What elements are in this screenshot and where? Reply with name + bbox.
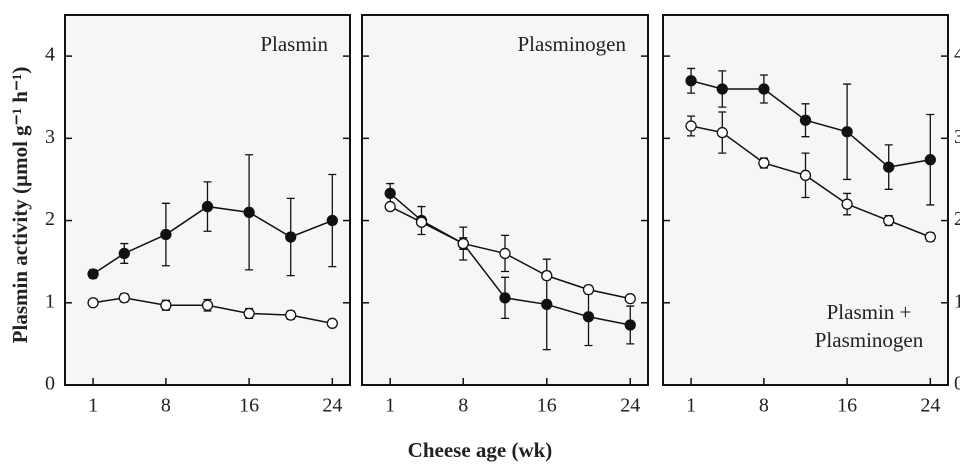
panel: [662, 14, 949, 386]
marker: [87, 268, 99, 280]
y-axis-label: Plasmin activity (µmol g⁻¹ h⁻¹): [8, 67, 32, 344]
x-tick-label: 8: [759, 395, 769, 417]
y-tick-label: 2: [954, 208, 960, 230]
marker: [87, 297, 99, 309]
y-tick-label: 1: [45, 290, 55, 312]
marker: [326, 214, 338, 227]
marker: [201, 200, 214, 213]
marker: [285, 231, 297, 243]
marker: [499, 292, 511, 304]
x-tick-label: 24: [620, 395, 640, 417]
marker: [384, 200, 396, 213]
marker: [415, 216, 428, 228]
y-tick-label: 2: [45, 208, 55, 230]
y-tick-label: 3: [45, 126, 55, 148]
marker: [326, 317, 338, 329]
marker: [799, 114, 812, 126]
marker: [758, 157, 770, 169]
marker: [201, 299, 214, 311]
marker: [716, 83, 728, 95]
marker: [841, 198, 853, 210]
marker: [384, 187, 396, 200]
marker: [582, 283, 595, 296]
marker: [883, 161, 895, 173]
marker: [541, 269, 553, 282]
marker: [924, 154, 936, 166]
x-tick-label: 16: [837, 395, 857, 417]
marker: [243, 206, 255, 218]
y-tick-label: 3: [954, 126, 960, 148]
marker: [624, 319, 636, 331]
marker: [883, 214, 895, 227]
x-tick-label: 8: [458, 395, 468, 417]
marker: [243, 307, 255, 320]
marker: [924, 231, 936, 243]
x-axis-label: Cheese age (wk): [408, 438, 553, 462]
marker: [685, 75, 697, 87]
panel: [361, 14, 649, 386]
marker: [499, 247, 511, 260]
y-tick-label: 4: [45, 44, 55, 66]
marker: [758, 83, 770, 95]
marker: [118, 247, 130, 260]
panel-title: Plasmin: [260, 32, 328, 56]
y-tick-label: 0: [954, 373, 960, 395]
x-tick-label: 8: [161, 395, 171, 417]
x-tick-label: 16: [239, 395, 259, 417]
marker: [841, 126, 853, 138]
marker: [541, 298, 553, 311]
y-tick-label: 4: [954, 44, 960, 66]
x-tick-label: 1: [686, 395, 696, 417]
marker: [160, 299, 172, 311]
x-tick-label: 1: [385, 395, 395, 417]
marker: [685, 120, 697, 132]
x-tick-label: 24: [920, 395, 940, 417]
x-tick-label: 16: [537, 395, 557, 417]
marker: [582, 311, 595, 323]
marker: [160, 228, 172, 241]
panel-title: Plasmin + Plasminogen: [814, 300, 924, 352]
marker: [118, 292, 130, 304]
y-tick-label: 0: [45, 373, 55, 395]
marker: [716, 126, 728, 139]
x-tick-label: 24: [322, 395, 342, 417]
marker: [624, 293, 636, 305]
marker: [285, 309, 297, 321]
x-tick-label: 1: [88, 395, 98, 417]
marker: [799, 169, 812, 181]
y-tick-label: 1: [954, 290, 960, 312]
marker: [457, 237, 469, 250]
panel-title: Plasminogen: [517, 32, 627, 56]
